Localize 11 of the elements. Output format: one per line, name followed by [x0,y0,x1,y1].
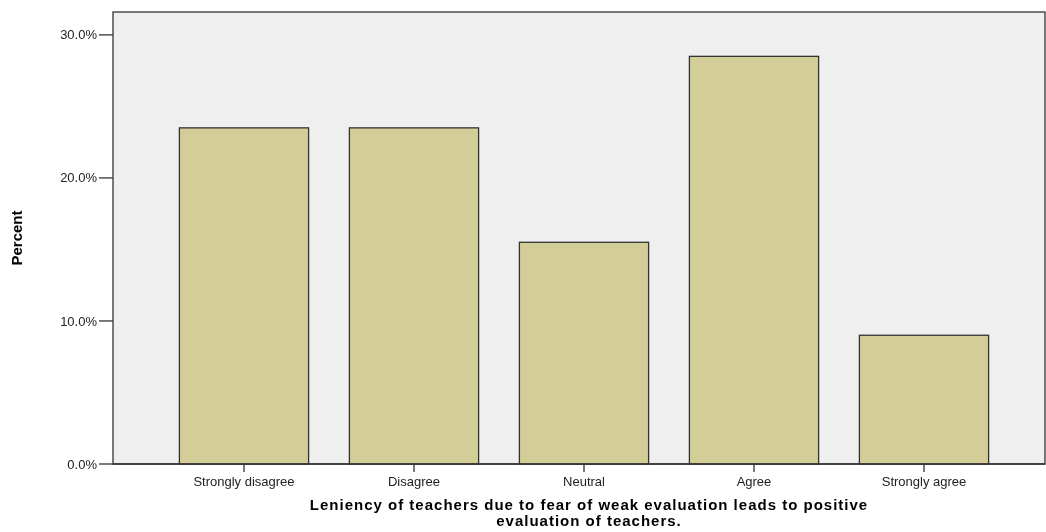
x-tick-label: Strongly agree [881,474,967,489]
y-tick-label: 0.0% [67,456,98,472]
y-axis-title: Percent [8,210,25,266]
y-tick-label: 20.0% [60,170,98,186]
x-axis-title: Leniency of teachers due to fear of weak evaluation leads to positive evaluation of teachers. [309,496,869,529]
x-tick-label: Strongly disagree [193,474,295,489]
x-tick-label: Neutral [563,474,606,489]
y-tick-label: 10.0% [60,313,98,329]
x-tick-label: Agree [736,474,772,489]
y-tick-label: 30.0% [60,27,98,43]
x-tick-label: Disagree [387,474,441,489]
